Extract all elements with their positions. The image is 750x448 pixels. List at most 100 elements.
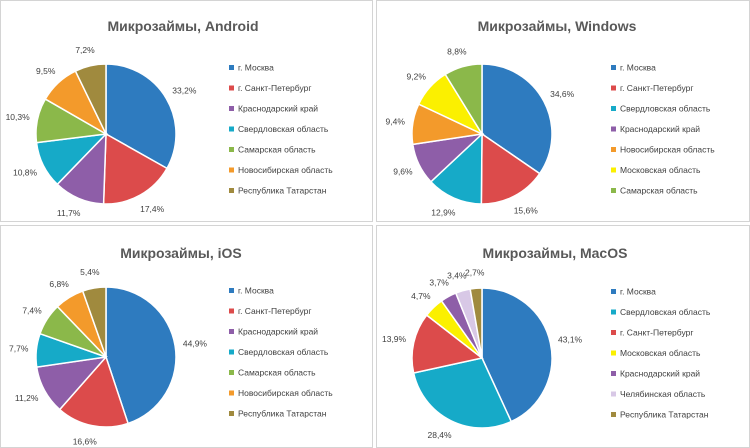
data-label: 12,9% <box>431 208 456 218</box>
legend-entry: Челябинская область <box>620 389 706 399</box>
pie-chart-windows: Микрозаймы, Windows 34,6% 15,6% 12,9% 9,6% 9,… <box>386 18 716 218</box>
data-label: 10,3% <box>6 112 31 122</box>
data-label: 7,2% <box>75 45 95 55</box>
legend-entry: Свердловская область <box>238 347 329 357</box>
chart-title: Микрозаймы, MacOS <box>483 245 628 261</box>
pie-chart-macos: Микрозаймы, MacOS 43,1% 28,4% 13,9% 4,7% 3,7%… <box>382 245 711 440</box>
legend-swatch <box>229 167 234 173</box>
legend-entry: Краснодарский край <box>620 369 700 379</box>
pie-slice <box>481 287 553 423</box>
data-label: 33,2% <box>172 86 197 96</box>
legend-entry: г. Москва <box>238 286 274 296</box>
data-label: 15,6% <box>514 205 539 215</box>
legend-entry: Московская область <box>620 165 701 175</box>
legend-swatch <box>611 371 616 376</box>
legend-swatch <box>229 65 234 70</box>
legend-swatch <box>229 188 234 193</box>
legend-entry: Краснодарский край <box>238 327 318 337</box>
legend-entry: Республика Татарстан <box>238 409 327 419</box>
legend-entry: Республика Татарстан <box>238 186 327 196</box>
legend-entry: г. Санкт-Петербург <box>620 328 693 338</box>
data-label: 11,2% <box>15 393 39 403</box>
legend-swatch <box>229 390 234 396</box>
data-label: 4,7% <box>411 291 431 301</box>
pie-chart-ios: Микрозаймы, iOS 44,9% 16,6% 11,2% 7,7% 7,4% 6,… <box>9 245 333 446</box>
data-label: 13,9% <box>382 334 407 344</box>
pie-slice <box>105 63 177 170</box>
data-label: 7,7% <box>9 344 29 354</box>
legend-swatch <box>611 350 616 356</box>
legend-entry: Свердловская область <box>238 124 329 134</box>
chart-title: Микрозаймы, Android <box>107 18 258 34</box>
data-label: 16,6% <box>73 436 98 446</box>
legend-swatch <box>611 309 616 315</box>
legend-entry: Самарская область <box>620 186 698 196</box>
pie-slice <box>469 287 483 359</box>
chart-panel-macos: Микрозаймы, MacOS 43,1% 28,4% 13,9% 4,7% 3,7%… <box>376 225 750 448</box>
legend-swatch <box>229 370 234 375</box>
pie-slice <box>74 63 107 135</box>
legend-swatch <box>229 85 234 91</box>
legend-swatch <box>229 329 234 334</box>
legend-entry: Свердловская область <box>620 307 711 317</box>
data-label: 44,9% <box>183 338 208 348</box>
chart-panel-ios: Микрозаймы, iOS 44,9% 16,6% 11,2% 7,7% 7,4% 6,… <box>0 225 373 448</box>
data-label: 34,6% <box>550 89 575 99</box>
legend-swatch <box>229 288 234 293</box>
legend-swatch <box>611 289 616 294</box>
legend-swatch <box>611 147 616 152</box>
data-label: 2,7% <box>465 267 485 277</box>
pie-slice <box>105 286 177 425</box>
data-label: 43,1% <box>558 335 583 345</box>
chart-title: Микрозаймы, iOS <box>120 245 242 261</box>
legend-swatch <box>229 126 234 132</box>
data-label: 8,8% <box>447 46 467 56</box>
legend-entry: Московская область <box>620 348 701 358</box>
legend-swatch <box>229 411 234 416</box>
pie-chart-android: Микрозаймы, Android 33,2% 17,4% 11,7% 10,8% 1… <box>6 18 334 218</box>
legend-swatch <box>611 65 616 70</box>
legend-swatch <box>611 412 616 417</box>
data-label: 9,2% <box>407 72 427 82</box>
legend-entry: Свердловская область <box>620 104 711 114</box>
data-label: 9,6% <box>393 166 413 176</box>
legend-swatch <box>611 106 616 111</box>
legend-swatch <box>611 85 616 91</box>
legend-entry: Республика Татарстан <box>620 410 709 420</box>
data-label: 3,7% <box>429 278 449 288</box>
legend-entry: Новосибирская область <box>238 165 333 175</box>
legend-swatch <box>229 308 234 314</box>
data-label: 17,4% <box>140 204 165 214</box>
legend-swatch <box>229 349 234 355</box>
data-label: 9,5% <box>36 66 56 76</box>
legend-entry: г. Москва <box>238 63 274 73</box>
chart-panel-windows: Микрозаймы, Windows 34,6% 15,6% 12,9% 9,6% 9,… <box>376 0 750 222</box>
pie-slice <box>58 355 129 428</box>
legend-entry: Самарская область <box>238 145 316 155</box>
legend-swatch <box>611 188 616 193</box>
pie-slice <box>81 286 107 358</box>
pie-slice <box>480 132 541 205</box>
legend-swatch <box>229 147 234 152</box>
legend-entry: г. Санкт-Петербург <box>238 83 311 93</box>
legend-swatch <box>611 391 616 397</box>
chart-panel-android: Микрозаймы, Android 33,2% 17,4% 11,7% 10,8% 1… <box>0 0 373 222</box>
pie-slice <box>412 357 513 429</box>
pie-slice <box>481 63 553 175</box>
legend-entry: Новосибирская область <box>620 145 715 155</box>
data-label: 28,4% <box>427 430 452 440</box>
legend-entry: г. Москва <box>620 287 656 297</box>
data-label: 5,4% <box>80 267 100 277</box>
data-label: 10,8% <box>13 167 38 177</box>
data-label: 7,4% <box>22 306 42 316</box>
legend-entry: г. Санкт-Петербург <box>620 83 693 93</box>
legend-swatch <box>611 330 616 335</box>
data-label: 9,4% <box>386 117 406 127</box>
data-label: 3,4% <box>447 270 467 280</box>
legend-swatch <box>229 106 234 111</box>
data-label: 6,8% <box>49 279 69 289</box>
legend-entry: г. Москва <box>620 63 656 73</box>
pie-slice <box>444 63 483 137</box>
legend-swatch <box>611 167 616 173</box>
chart-title: Микрозаймы, Windows <box>478 18 637 34</box>
